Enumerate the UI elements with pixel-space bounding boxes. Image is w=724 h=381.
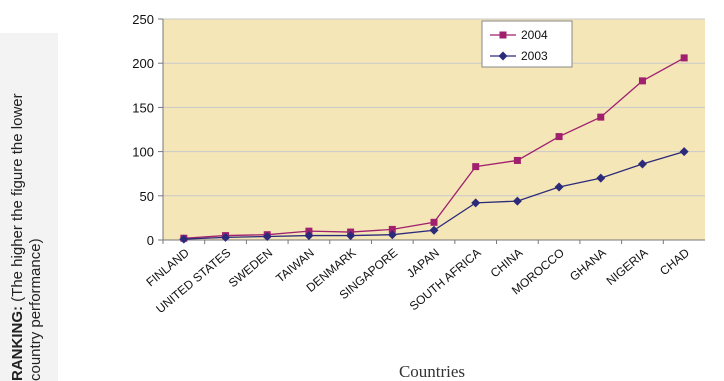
data-point-2004 [472,163,480,171]
data-point-2003 [179,234,189,244]
data-point-2003 [387,230,397,240]
x-tick-label: CHINA [488,246,526,281]
data-point-2003 [637,159,647,169]
legend-box [481,20,573,68]
x-tick-label: SWEDEN [226,246,275,291]
data-point-2003 [346,231,356,241]
y-axis-ticks: 0 50 100 150 200 250 [132,12,163,248]
data-point-2004 [638,77,646,85]
x-tick-label: SOUTH AFRICA [407,246,484,314]
data-point-2003 [512,196,522,206]
x-tick-label: JAPAN [404,246,442,281]
x-tick-label: NIGERIA [604,246,651,288]
gridlines [163,18,705,197]
data-point-2003 [262,231,272,241]
data-point-2003 [596,173,606,183]
data-point-2003 [304,231,314,241]
y-tick-label: 100 [132,145,154,160]
legend-marker-2003 [498,51,508,61]
y-tick-label: 200 [132,56,154,71]
y-axis-title-bold: RANKING: [9,306,26,381]
data-point-2004 [513,156,521,164]
legend-label-2003: 2003 [521,49,548,63]
y-tick-label: 50 [140,189,154,204]
legend-marker-2004 [499,31,507,39]
x-axis-title: Countries [399,362,465,381]
data-point-2004 [388,225,396,233]
data-point-2003 [554,182,564,192]
data-point-2004 [430,218,438,226]
series-group [179,54,689,244]
legend: 2004 2003 [481,20,573,68]
legend-label-2004: 2004 [521,28,548,42]
y-axis-title-panel [0,33,58,381]
plot-area [163,19,705,240]
x-tick-label: CHAD [657,245,692,278]
y-axis-title-rest: (The higher the figure the lower [9,93,26,306]
y-tick-label: 150 [132,100,154,115]
y-axis-title-line1: RANKING: (The higher the figure the lowe… [9,93,26,381]
y-axis-title-line2: country performance) [27,238,44,381]
series-2003 [179,147,689,244]
data-point-2004 [680,54,688,62]
data-point-2003 [471,198,481,208]
y-tick-label: 250 [132,12,154,27]
x-tick-label: UNITED STATES [153,246,233,316]
data-point-2003 [679,147,689,157]
data-point-2004 [555,133,563,141]
data-point-2003 [429,225,439,235]
y-tick-label: 0 [147,233,154,248]
data-point-2004 [597,113,605,121]
x-tick-label: GHANA [567,246,609,284]
data-point-2003 [221,232,231,242]
